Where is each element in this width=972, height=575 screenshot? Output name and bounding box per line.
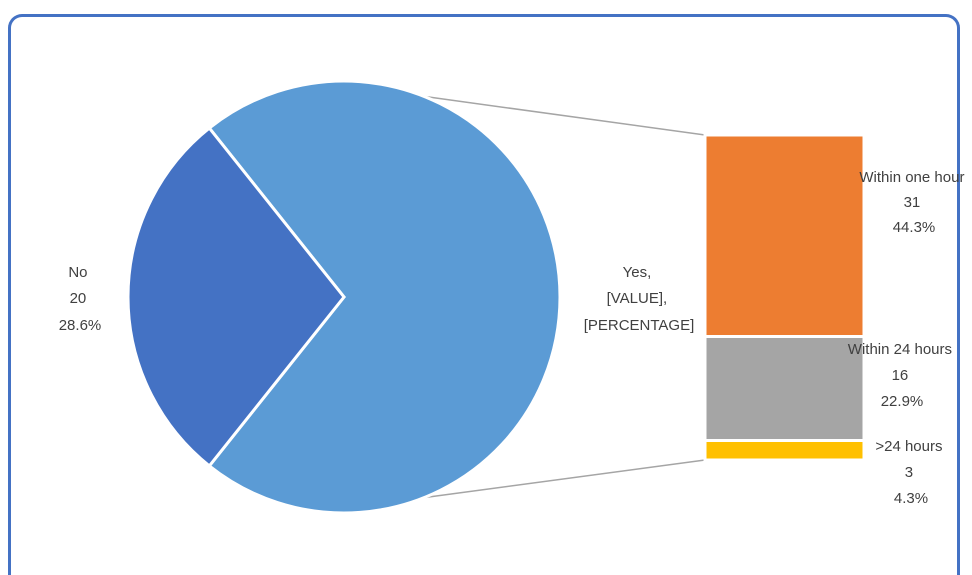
pie-label-yes-name: Yes, [623,264,652,281]
bar-label-over-24-hours: >24 hours 3 4.3% [875,438,946,507]
pie-label-no-name: No [68,264,87,281]
bar-label-within-24-hours-value: 16 [892,367,909,384]
bar-label-over-24-hours-value: 3 [905,464,913,481]
pie-label-yes-percent: [PERCENTAGE] [584,317,695,334]
bar-label-over-24-hours-percent: 4.3% [894,490,928,507]
bar-label-within-24-hours-percent: 22.9% [881,393,924,410]
pie-label-yes-value: [VALUE], [607,290,668,307]
bar-label-within-24-hours: Within 24 hours 16 22.9% [848,341,956,410]
bar-segment-over-24-hours [703,439,866,462]
pie-label-no-percent: 28.6% [59,317,102,334]
pie-slice-no [126,126,346,468]
bar-label-within-one-hour-name: Within one hour [859,169,964,186]
pie-slice-yes [207,79,562,515]
bar-label-over-24-hours-name: >24 hours [875,438,942,455]
bar-label-within-one-hour-value: 31 [904,194,921,211]
bar-segment-within-one-hour [703,133,866,338]
connector-line-top [424,95,706,136]
bar-label-within-one-hour-percent: 44.3% [893,219,936,236]
connector-line-bottom [424,459,706,499]
bar-label-within-one-hour: Within one hour 31 44.3% [859,169,968,236]
pie-label-yes: Yes, [VALUE], [PERCENTAGE] [584,264,695,334]
bar-label-within-24-hours-name: Within 24 hours [848,341,952,358]
bar-segment-within-24-hours [703,335,866,442]
pie-label-no: No 20 28.6% [59,264,102,334]
pie-label-no-value: 20 [70,290,87,307]
